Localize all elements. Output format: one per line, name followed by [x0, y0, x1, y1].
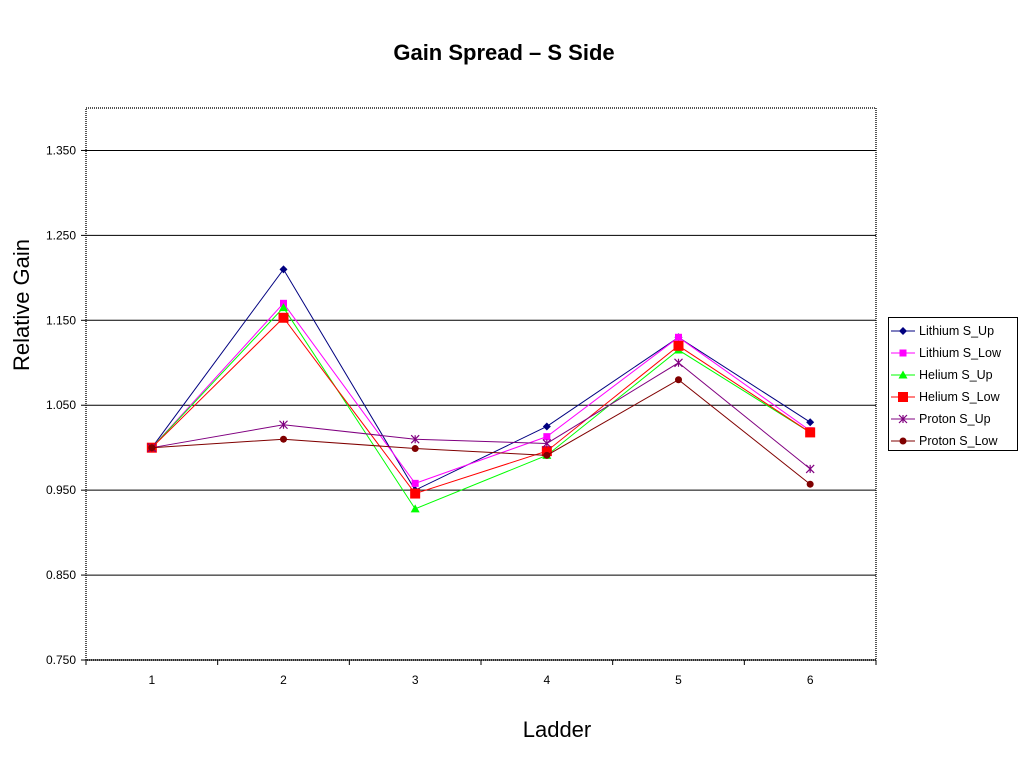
- series-line-3: [151, 306, 811, 510]
- legend-swatch: [891, 327, 915, 335]
- data-point-series-6: [543, 451, 551, 459]
- data-point-series-6: [280, 435, 287, 443]
- legend-swatch-marker: [898, 370, 908, 379]
- legend-swatch-marker: [898, 392, 908, 402]
- legend-swatch-marker: [899, 349, 907, 357]
- series-line-4: [151, 317, 811, 495]
- x-tick-label: 2: [280, 673, 287, 687]
- series-line-2: [151, 302, 811, 484]
- y-tick-label: 0.950: [46, 483, 76, 497]
- x-tick-label: 3: [412, 673, 419, 687]
- legend-swatch: [891, 392, 915, 402]
- y-axis-label: Relative Gain: [9, 238, 34, 372]
- data-point-series-5: [410, 434, 420, 444]
- plot-area-border: [85, 107, 877, 661]
- legend-label: Lithium S_Low: [919, 346, 1001, 360]
- legend-swatch: [891, 437, 915, 445]
- data-point-series-5: [674, 358, 683, 368]
- series-line-5: [151, 362, 811, 470]
- legend-swatch: [891, 370, 915, 379]
- data-point-series-6: [411, 445, 419, 453]
- legend-item: Helium S_Up: [889, 364, 1017, 386]
- data-point-series-5: [542, 439, 552, 448]
- x-tick-label: 5: [675, 673, 682, 687]
- data-point-series-3: [410, 504, 420, 513]
- data-point-series-4: [278, 312, 289, 323]
- legend-swatch: [891, 414, 915, 424]
- x-tick-label: 4: [543, 673, 550, 687]
- data-point-series-6: [675, 376, 682, 384]
- data-point-series-4: [541, 446, 552, 457]
- data-point-series-4: [410, 488, 421, 499]
- legend-swatch: [891, 349, 915, 357]
- legend-label: Helium S_Up: [919, 368, 993, 382]
- legend-item: Proton S_Up: [889, 408, 1017, 430]
- series-line-6: [151, 379, 811, 485]
- y-tick-label: 1.050: [46, 398, 76, 412]
- data-point-series-2: [543, 433, 551, 441]
- chart-title: Gain Spread – S Side: [393, 40, 615, 65]
- legend-swatch-marker: [899, 327, 907, 335]
- y-tick-label: 0.750: [46, 653, 76, 667]
- data-point-series-2: [411, 479, 419, 487]
- legend-swatch-marker: [898, 414, 908, 424]
- data-point-series-4: [673, 340, 684, 351]
- series-line-1: [151, 268, 811, 491]
- data-point-series-6: [806, 480, 814, 488]
- legend-item: Proton S_Low: [889, 430, 1017, 452]
- legend-item: Lithium S_Low: [889, 342, 1017, 364]
- data-point-series-3: [279, 303, 288, 312]
- data-point-series-1: [279, 265, 288, 274]
- y-tick-label: 1.150: [46, 313, 76, 327]
- x-tick-label: 6: [807, 673, 814, 687]
- x-axis-label: Ladder: [522, 717, 592, 742]
- legend: Lithium S_Up Lithium S_Low Helium S_Up Heli…: [888, 317, 1018, 451]
- legend-label: Lithium S_Up: [919, 324, 995, 338]
- data-point-series-2: [675, 333, 682, 341]
- y-tick-label: 1.250: [46, 228, 76, 242]
- data-point-series-1: [806, 418, 815, 427]
- legend-label: Proton S_Low: [919, 434, 998, 448]
- data-point-series-5: [279, 420, 288, 430]
- data-point-series-6: [148, 444, 156, 452]
- legend-label: Helium S_Low: [919, 390, 1000, 404]
- data-point-series-4: [805, 427, 816, 438]
- legend-label: Proton S_Up: [919, 412, 991, 426]
- legend-item: Lithium S_Up: [889, 320, 1017, 342]
- x-tick-label: 1: [148, 673, 155, 687]
- data-point-series-1: [542, 422, 551, 431]
- data-point-series-5: [805, 464, 815, 474]
- y-tick-label: 0.850: [46, 568, 76, 582]
- legend-item: Helium S_Low: [889, 386, 1017, 408]
- y-tick-label: 1.350: [46, 143, 76, 157]
- legend-swatch-marker: [899, 437, 907, 445]
